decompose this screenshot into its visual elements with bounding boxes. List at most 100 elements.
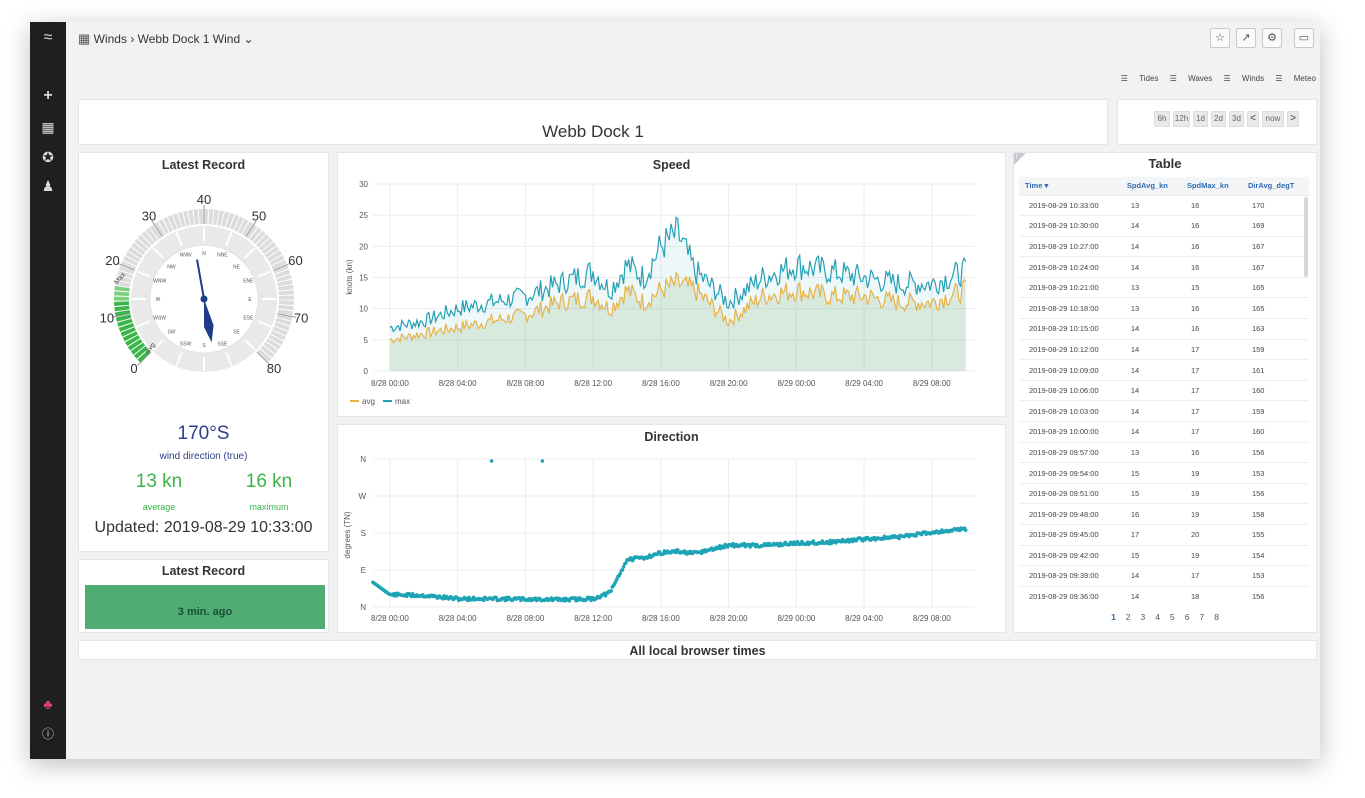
gauge-segment	[270, 330, 286, 341]
page-link[interactable]: 8	[1214, 612, 1219, 622]
direction-point	[621, 565, 626, 569]
grafana-logo-icon[interactable]: ≈	[43, 29, 53, 46]
x-tick-label: 8/28 16:00	[642, 379, 680, 388]
gauge-tick	[277, 313, 297, 318]
page-link[interactable]: 6	[1184, 612, 1190, 622]
table-cell: 169	[1241, 215, 1309, 237]
gauge-tick	[256, 351, 271, 366]
compass-point-label: S	[202, 343, 206, 349]
gauge-speed-label: 80	[267, 361, 281, 376]
user-avatar-icon[interactable]: ♣	[43, 696, 53, 712]
table-cell: 17	[1180, 421, 1242, 443]
gauge-speed-label: 40	[197, 192, 211, 207]
gauge-segment	[208, 209, 214, 225]
table-cell: 14	[1120, 400, 1181, 422]
dashboard-grid-icon: ▦	[78, 31, 91, 46]
breadcrumb-text[interactable]: Winds › Webb Dock 1 Wind ⌄	[93, 32, 254, 46]
tv-mode-button[interactable]: ▭	[1294, 28, 1314, 48]
column-header[interactable]: DirAvg_degT	[1241, 177, 1309, 195]
compass-point-label: N	[202, 251, 206, 257]
range-now-button[interactable]: now	[1262, 111, 1284, 127]
page-link[interactable]: 5	[1170, 612, 1175, 622]
table-cell: 159	[1241, 400, 1309, 422]
compass-point-label: SSE	[217, 341, 228, 347]
create-plus-icon[interactable]: +	[43, 87, 53, 104]
y-tick-label: W	[358, 492, 366, 501]
range-back-button[interactable]: <	[1247, 111, 1259, 127]
info-corner[interactable]	[1014, 153, 1026, 165]
gauge-segment	[182, 210, 190, 227]
explore-compass-icon[interactable]: ✪	[42, 149, 54, 165]
range-2d-button[interactable]: 2d	[1211, 111, 1226, 127]
gauge-segment	[261, 241, 277, 255]
page-link[interactable]: 3	[1140, 612, 1146, 622]
data-table: Time ▾ SpdAvg_kn SpdMax_kn DirAvg_degT 2019…	[1019, 177, 1309, 607]
table-cell: 167	[1241, 235, 1309, 257]
page-link[interactable]: 7	[1199, 612, 1205, 622]
gauge-segment	[274, 322, 290, 331]
age-stat-box: 3 min. ago	[85, 585, 325, 629]
gauge-speed-label: 30	[142, 209, 156, 224]
table-row: 2019-08-29 10:06:00 14 17 160	[1019, 379, 1309, 401]
table-cell: 163	[1241, 318, 1309, 340]
gauge-segment	[127, 338, 143, 351]
table-cell: 159	[1241, 338, 1309, 360]
range-6h-button[interactable]: 6h	[1154, 111, 1170, 127]
settings-button[interactable]: ⚙	[1262, 28, 1282, 48]
gauge-segment	[259, 237, 273, 251]
page-link[interactable]: 4	[1155, 612, 1160, 622]
link-meteo[interactable]: ☰ Meteo	[1275, 74, 1316, 83]
link-winds[interactable]: ☰ Winds	[1223, 74, 1265, 83]
range-1d-button[interactable]: 1d	[1193, 111, 1208, 127]
y-tick-label: S	[361, 529, 366, 538]
sidebar: ≈ + ▦ ✪ ♟ ♣ ⓘ	[30, 22, 66, 759]
table-scrollbar[interactable]	[1304, 197, 1308, 277]
direction-point	[489, 459, 494, 463]
table-cell: 2019-08-29 10:18:00	[1019, 297, 1121, 319]
table-cell: 2019-08-29 10:12:00	[1019, 338, 1121, 360]
series-avg-line	[389, 271, 967, 344]
x-tick-label: 8/28 20:00	[710, 379, 748, 388]
table-cell: 2019-08-29 09:45:00	[1019, 524, 1121, 546]
latest-record-panel: Latest Record 0 10 20 30 40 50 60 70 80 N NNE NE ENE…	[78, 152, 329, 552]
share-button[interactable]: ↗	[1236, 28, 1256, 48]
star-button[interactable]: ☆	[1210, 28, 1230, 48]
gauge-segment	[234, 216, 244, 232]
link-waves[interactable]: ☰ Waves	[1169, 74, 1213, 83]
table-cell: 2019-08-29 09:48:00	[1019, 503, 1121, 525]
column-header[interactable]: SpdMax_kn	[1180, 177, 1242, 195]
breadcrumb[interactable]: ▦ Winds › Webb Dock 1 Wind ⌄	[78, 31, 254, 47]
y-tick-label: 30	[359, 180, 368, 189]
range-3d-button[interactable]: 3d	[1229, 111, 1244, 127]
table-row: 2019-08-29 09:42:00 15 19 154	[1019, 544, 1309, 566]
gauge-segment	[277, 279, 293, 287]
dashboard-title: Webb Dock 1	[542, 122, 644, 141]
gauge-segment	[177, 211, 186, 228]
table-cell: 15	[1120, 544, 1181, 566]
link-tides[interactable]: ☰ Tides	[1120, 74, 1159, 83]
series-max-area	[389, 217, 966, 371]
gauge-segment	[193, 209, 199, 225]
table-cell: 19	[1180, 462, 1242, 484]
alerting-bell-icon[interactable]: ♟	[41, 178, 55, 194]
column-header[interactable]: Time ▾	[1019, 177, 1121, 195]
range-12h-button[interactable]: 12h	[1173, 111, 1190, 127]
help-icon[interactable]: ⓘ	[41, 727, 54, 741]
column-header[interactable]: SpdAvg_kn	[1120, 177, 1181, 195]
wind-gauge: 0 10 20 30 40 50 60 70 80 N NNE NE ENE E ESE SE SSE S SSW S…	[100, 192, 309, 376]
gauge-speed-label: 0	[130, 361, 137, 376]
table-row: 2019-08-29 09:45:00 17 20 155	[1019, 524, 1309, 546]
x-tick-label: 8/29 04:00	[845, 379, 883, 388]
table-cell: 17	[1120, 524, 1181, 546]
table-row: 2019-08-29 09:39:00 14 17 153	[1019, 565, 1309, 587]
gauge-segment	[252, 230, 266, 245]
range-forward-button[interactable]: >	[1287, 111, 1299, 127]
table-cell: 19	[1180, 482, 1242, 504]
page-link[interactable]: 2	[1125, 612, 1131, 622]
dashboards-grid-icon[interactable]: ▦	[41, 119, 55, 135]
page-link[interactable]: 1	[1111, 612, 1116, 622]
gauge-segment	[217, 210, 224, 226]
footer-text: All local browser times	[629, 644, 766, 658]
compass-tick	[244, 247, 256, 259]
y-tick-label: 5	[364, 336, 369, 345]
